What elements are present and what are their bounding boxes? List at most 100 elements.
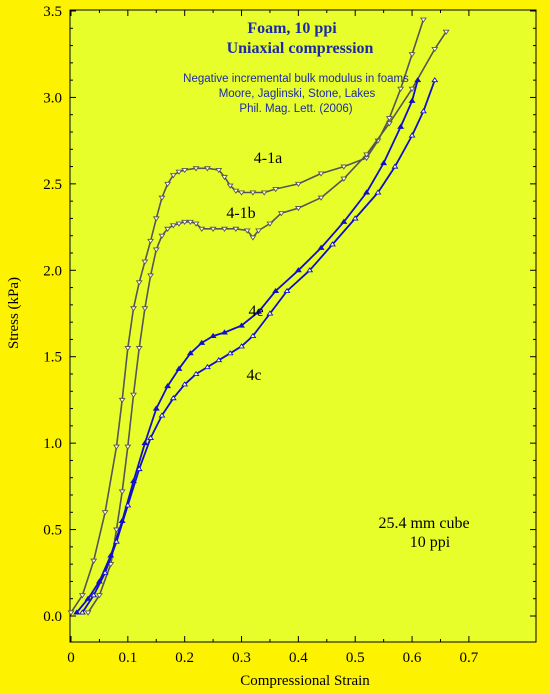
data-point-4-1b [431, 47, 439, 53]
data-point-4c [238, 343, 245, 349]
data-point-4c [215, 357, 223, 363]
data-point-4-1a [294, 181, 302, 188]
data-point-4e [317, 244, 325, 250]
data-point-4c [158, 412, 166, 418]
data-point-4-1b [221, 226, 228, 232]
data-point-4-1a [385, 116, 393, 122]
data-point-4-1a [419, 17, 427, 23]
data-point-4-1a [158, 195, 166, 201]
data-point-4c [113, 538, 120, 544]
data-point-4e [238, 322, 245, 328]
data-point-4-1b [130, 392, 137, 398]
series-line-4c [81, 79, 436, 613]
data-point-4-1b [408, 86, 416, 92]
x-tick-label: 0.4 [289, 650, 308, 666]
data-point-4-1b [255, 228, 263, 234]
data-point-4c [351, 215, 359, 221]
data-point-4-1b [147, 273, 155, 279]
data-point-4-1a [118, 397, 126, 404]
data-point-4e [272, 287, 280, 294]
x-tick-label: 0.6 [403, 650, 422, 666]
data-point-4c [226, 350, 234, 356]
data-point-4-1b [340, 176, 348, 182]
x-tick-label: 0.2 [175, 650, 194, 666]
data-point-4e [255, 308, 263, 314]
data-point-4-1b [164, 226, 172, 232]
data-point-4-1b [317, 195, 325, 201]
data-point-4-1b [95, 593, 103, 599]
data-point-4-1b [385, 121, 393, 127]
data-point-4c [169, 395, 177, 401]
data-point-4-1b [209, 226, 217, 232]
data-point-4-1a [317, 171, 325, 177]
data-point-4c [329, 241, 336, 247]
data-point-4e [397, 123, 405, 129]
data-point-4-1b [277, 211, 285, 217]
data-point-4-1b [135, 346, 143, 352]
series-line-4-1a [70, 19, 425, 613]
data-point-4-1b [113, 527, 120, 533]
x-tick-label: 0.3 [232, 650, 251, 666]
data-point-4-1b [266, 221, 274, 227]
data-point-4c [374, 189, 382, 195]
series-label-4c: 4c [246, 367, 261, 384]
data-point-4-1a [238, 190, 245, 196]
data-point-4-1a [232, 188, 240, 194]
plot-area [69, 9, 537, 643]
data-point-4-1a [408, 52, 416, 58]
data-point-4c [203, 363, 211, 370]
data-point-4-1a [181, 168, 189, 174]
data-point-4e [198, 339, 206, 345]
data-point-4e [164, 382, 172, 389]
data-point-4e [294, 267, 302, 273]
chart-subtitle: Uniaxial compression [227, 40, 374, 57]
data-point-4-1b [192, 221, 200, 227]
y-tick-label: 0.0 [43, 609, 62, 625]
data-point-4-1b [169, 223, 177, 229]
series-label-4e: 4e [248, 303, 263, 320]
x-tick-label: 0.5 [346, 650, 365, 666]
data-point-4c [266, 310, 274, 316]
data-point-4-1b [175, 221, 183, 227]
data-point-4c [135, 465, 143, 472]
data-point-4-1b [363, 152, 371, 158]
x-axis-title: Compressional Strain [240, 673, 370, 689]
data-point-4-1a [397, 86, 405, 92]
data-point-4-1a [147, 238, 155, 245]
chart-title: Foam, 10 ppi [247, 20, 337, 37]
y-tick-label: 2.0 [43, 263, 62, 279]
data-point-4c [181, 381, 189, 387]
data-point-4e [84, 595, 92, 601]
data-point-4-1b [158, 233, 166, 239]
x-tick-label: 0 [67, 650, 75, 666]
data-point-4-1a [272, 187, 280, 193]
data-point-4-1b [442, 29, 450, 35]
data-point-4-1b [198, 226, 206, 232]
data-point-4c [283, 287, 291, 294]
reference-line-1: Negative incremental bulk modulus in foa… [183, 73, 409, 85]
data-point-4-1a [90, 558, 98, 564]
data-point-4-1a [78, 593, 86, 599]
series-label-4-1a: 4-1a [254, 150, 282, 167]
y-axis-title: Stress (kPa) [6, 277, 22, 349]
data-point-4e [209, 332, 217, 338]
data-point-4e [408, 97, 416, 103]
data-point-4-1b [181, 219, 189, 226]
y-tick-label: 3.0 [43, 90, 62, 106]
data-point-4c [419, 108, 427, 114]
series-label-4-1b: 4-1b [226, 205, 255, 222]
data-point-4-1b [186, 219, 194, 226]
data-point-4e [73, 609, 81, 615]
annotation-line-2: 10 ppi [410, 534, 451, 551]
data-point-4-1a [141, 259, 149, 265]
data-point-4-1a [203, 166, 211, 172]
data-point-4-1b [232, 226, 240, 232]
data-point-4c [147, 434, 155, 440]
data-point-4e [363, 189, 371, 195]
data-point-4c [408, 132, 416, 138]
data-point-4-1b [124, 444, 132, 450]
data-point-4c [90, 592, 98, 598]
reference-line-3: Phil. Mag. Lett. (2006) [239, 103, 352, 115]
data-point-4c [101, 569, 109, 575]
